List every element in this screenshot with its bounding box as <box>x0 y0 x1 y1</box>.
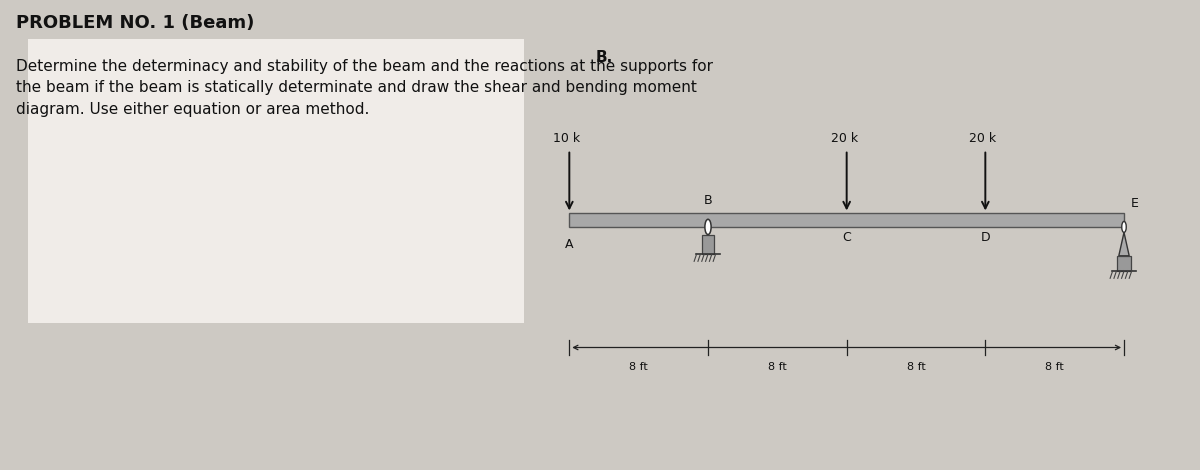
Text: 20 k: 20 k <box>830 132 858 145</box>
Bar <box>569 213 1124 216</box>
Circle shape <box>1122 221 1127 233</box>
Text: 8 ft: 8 ft <box>1045 362 1064 372</box>
Text: E: E <box>1130 197 1139 210</box>
Text: 8 ft: 8 ft <box>907 362 925 372</box>
Bar <box>1117 256 1130 271</box>
Text: 10 k: 10 k <box>553 132 581 145</box>
Text: B: B <box>703 194 713 207</box>
Text: A: A <box>565 237 574 251</box>
Bar <box>702 235 714 254</box>
Text: D: D <box>980 231 990 244</box>
Text: 8 ft: 8 ft <box>629 362 648 372</box>
Text: 8 ft: 8 ft <box>768 362 787 372</box>
Bar <box>569 213 1124 227</box>
Polygon shape <box>1118 233 1129 256</box>
Text: C: C <box>842 231 851 244</box>
Text: B.: B. <box>595 50 612 65</box>
Text: 20 k: 20 k <box>970 132 996 145</box>
Circle shape <box>704 219 712 235</box>
Text: PROBLEM NO. 1 (Beam): PROBLEM NO. 1 (Beam) <box>16 14 254 32</box>
Text: Determine the determinacy and stability of the beam and the reactions at the sup: Determine the determinacy and stability … <box>16 59 713 117</box>
